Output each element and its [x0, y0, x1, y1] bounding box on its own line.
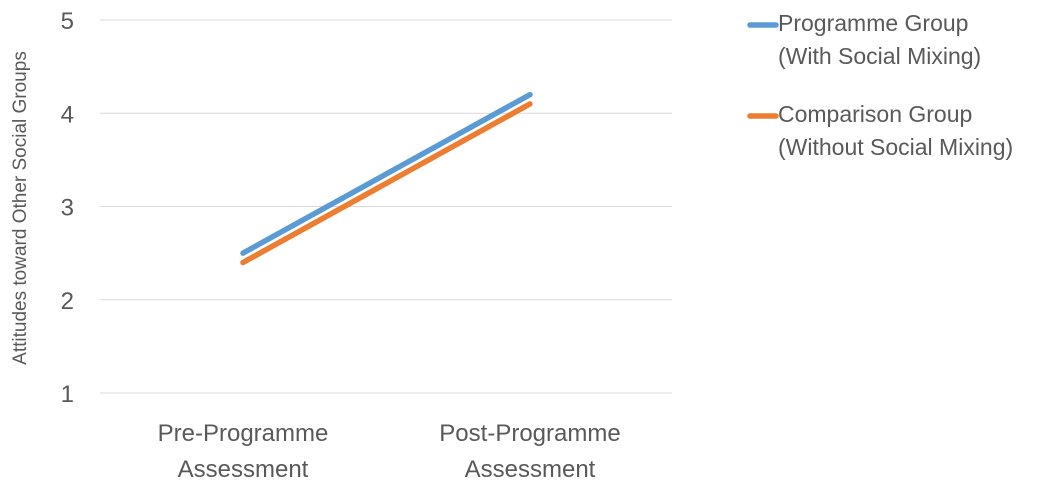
gridlines — [100, 19, 672, 394]
x-tick-label: Post-Programme — [439, 420, 620, 447]
y-tick-label: 1 — [61, 381, 74, 408]
y-tick-label: 2 — [61, 288, 74, 315]
legend-label: Programme Group — [778, 10, 968, 36]
legend: Programme Group (With Social Mixing) Compa… — [747, 10, 1013, 160]
x-tick-label: Assessment — [465, 456, 596, 483]
y-tick-label: 4 — [61, 101, 74, 128]
x-axis-ticks: Pre-Programme Assessment Post-Programme Ass… — [158, 420, 621, 483]
y-tick-label: 3 — [61, 195, 74, 222]
x-tick-label: Pre-Programme — [158, 420, 329, 447]
y-tick-label: 5 — [61, 8, 74, 35]
legend-label: (Without Social Mixing) — [778, 134, 1013, 160]
series-line-1 — [240, 101, 533, 266]
series-lines — [240, 91, 533, 266]
y-axis-label: Attitudes toward Other Social Groups — [10, 51, 31, 365]
legend-label: (With Social Mixing) — [778, 43, 981, 69]
x-tick-label: Assessment — [178, 456, 309, 483]
legend-label: Comparison Group — [778, 101, 972, 127]
y-axis-ticks: 1 2 3 4 5 — [61, 8, 74, 408]
series-line-0 — [240, 91, 533, 256]
